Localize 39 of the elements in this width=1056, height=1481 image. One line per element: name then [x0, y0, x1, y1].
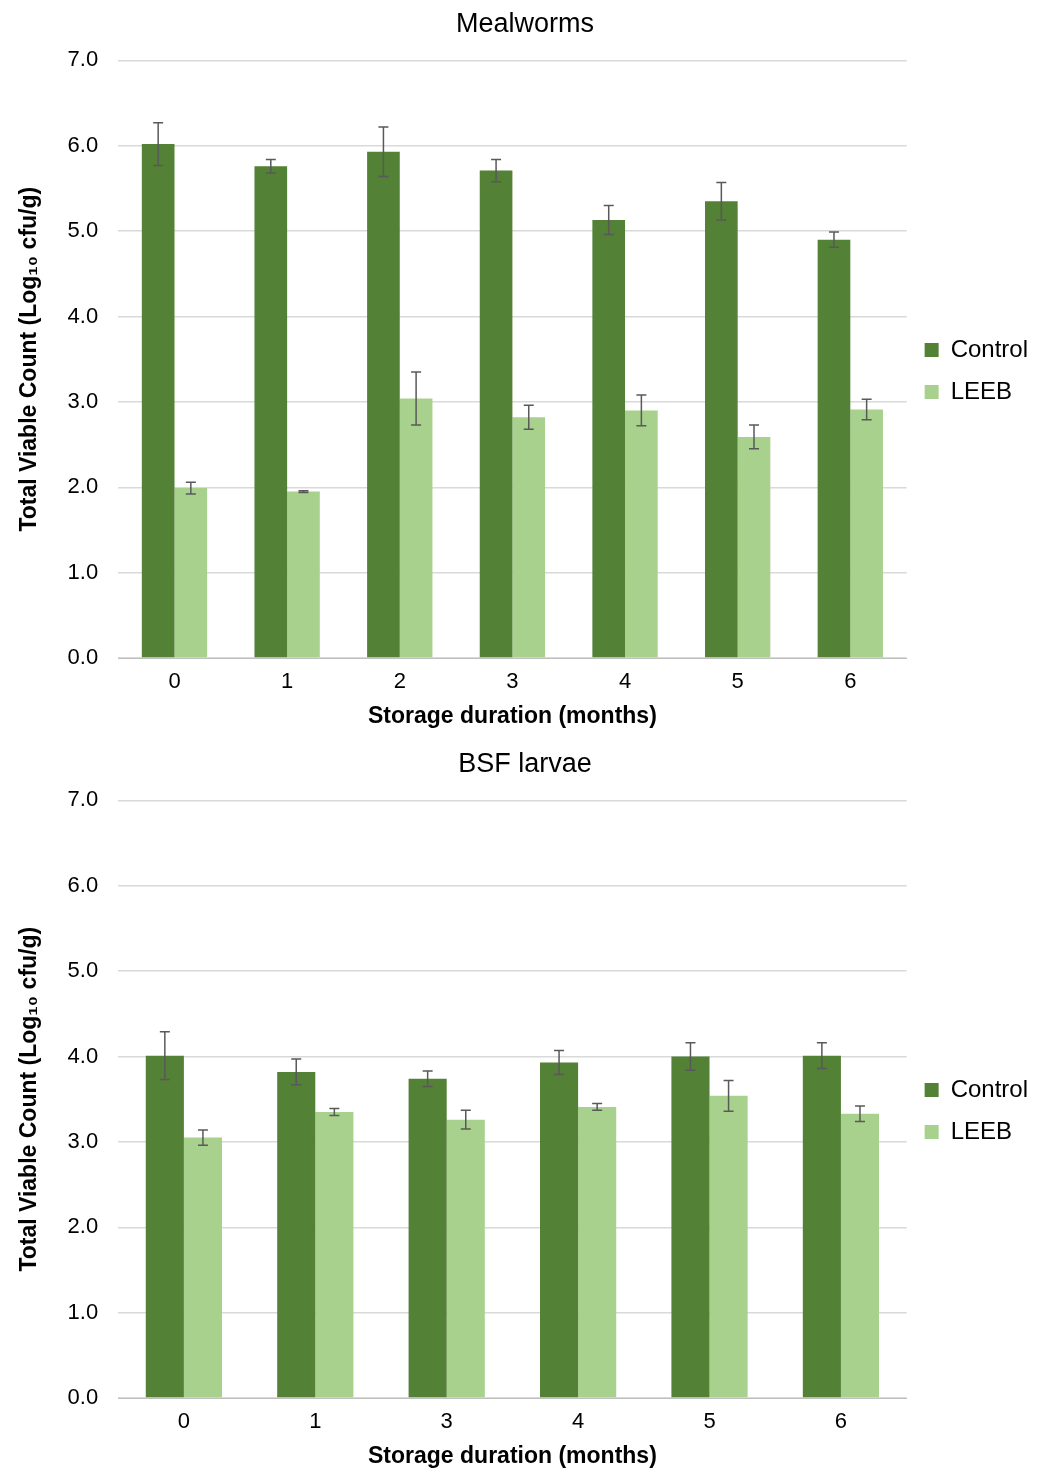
x-axis-title: Storage duration (months) — [368, 701, 657, 728]
y-tick-label: 4.0 — [67, 302, 99, 328]
x-tick-label: 4 — [571, 1408, 585, 1434]
y-tick-label: 3.0 — [67, 1127, 99, 1153]
y-tick-label: 3.0 — [67, 387, 99, 413]
y-tick-label: 5.0 — [67, 217, 99, 243]
x-axis-title: Storage duration (months) — [368, 1441, 657, 1468]
y-axis-title: Total Viable Count (Log₁₀ cfu/g) — [15, 926, 42, 1272]
x-tick-label: 2 — [393, 668, 406, 694]
x-tick-label: 1 — [281, 668, 294, 694]
y-axis-title: Total Viable Count (Log₁₀ cfu/g) — [15, 186, 42, 532]
y-tick-label: 6.0 — [67, 871, 99, 897]
x-tick-label: 5 — [703, 1408, 716, 1434]
y-tick-label: 0.0 — [67, 644, 99, 670]
y-tick-label: 1.0 — [67, 558, 99, 584]
y-tick-label: 7.0 — [67, 786, 99, 812]
x-tick-label: 0 — [177, 1408, 191, 1434]
x-tick-label: 6 — [844, 668, 857, 694]
y-tick-label: 6.0 — [67, 131, 99, 157]
y-tick-label: 7.0 — [67, 46, 99, 72]
x-tick-label: 3 — [506, 668, 519, 694]
x-tick-label: 3 — [440, 1408, 453, 1434]
legend-label: Control — [950, 334, 1029, 362]
y-tick-label: 5.0 — [67, 957, 99, 983]
chart-title: BSF larvae — [458, 747, 592, 778]
x-tick-label: 6 — [834, 1408, 848, 1434]
legend-label: LEEB — [950, 1116, 1013, 1144]
x-tick-label: 5 — [731, 668, 744, 694]
x-tick-label: 0 — [168, 668, 181, 694]
y-tick-label: 2.0 — [67, 1213, 99, 1239]
y-tick-label: 4.0 — [67, 1042, 99, 1068]
legend-label: LEEB — [950, 376, 1013, 404]
y-tick-label: 2.0 — [67, 473, 99, 499]
x-tick-label: 4 — [618, 668, 632, 694]
legend-label: Control — [950, 1074, 1029, 1102]
y-tick-label: 1.0 — [67, 1298, 99, 1324]
x-tick-label: 1 — [309, 1408, 322, 1434]
chart-title: Mealworms — [455, 7, 595, 38]
y-tick-label: 0.0 — [67, 1384, 99, 1410]
